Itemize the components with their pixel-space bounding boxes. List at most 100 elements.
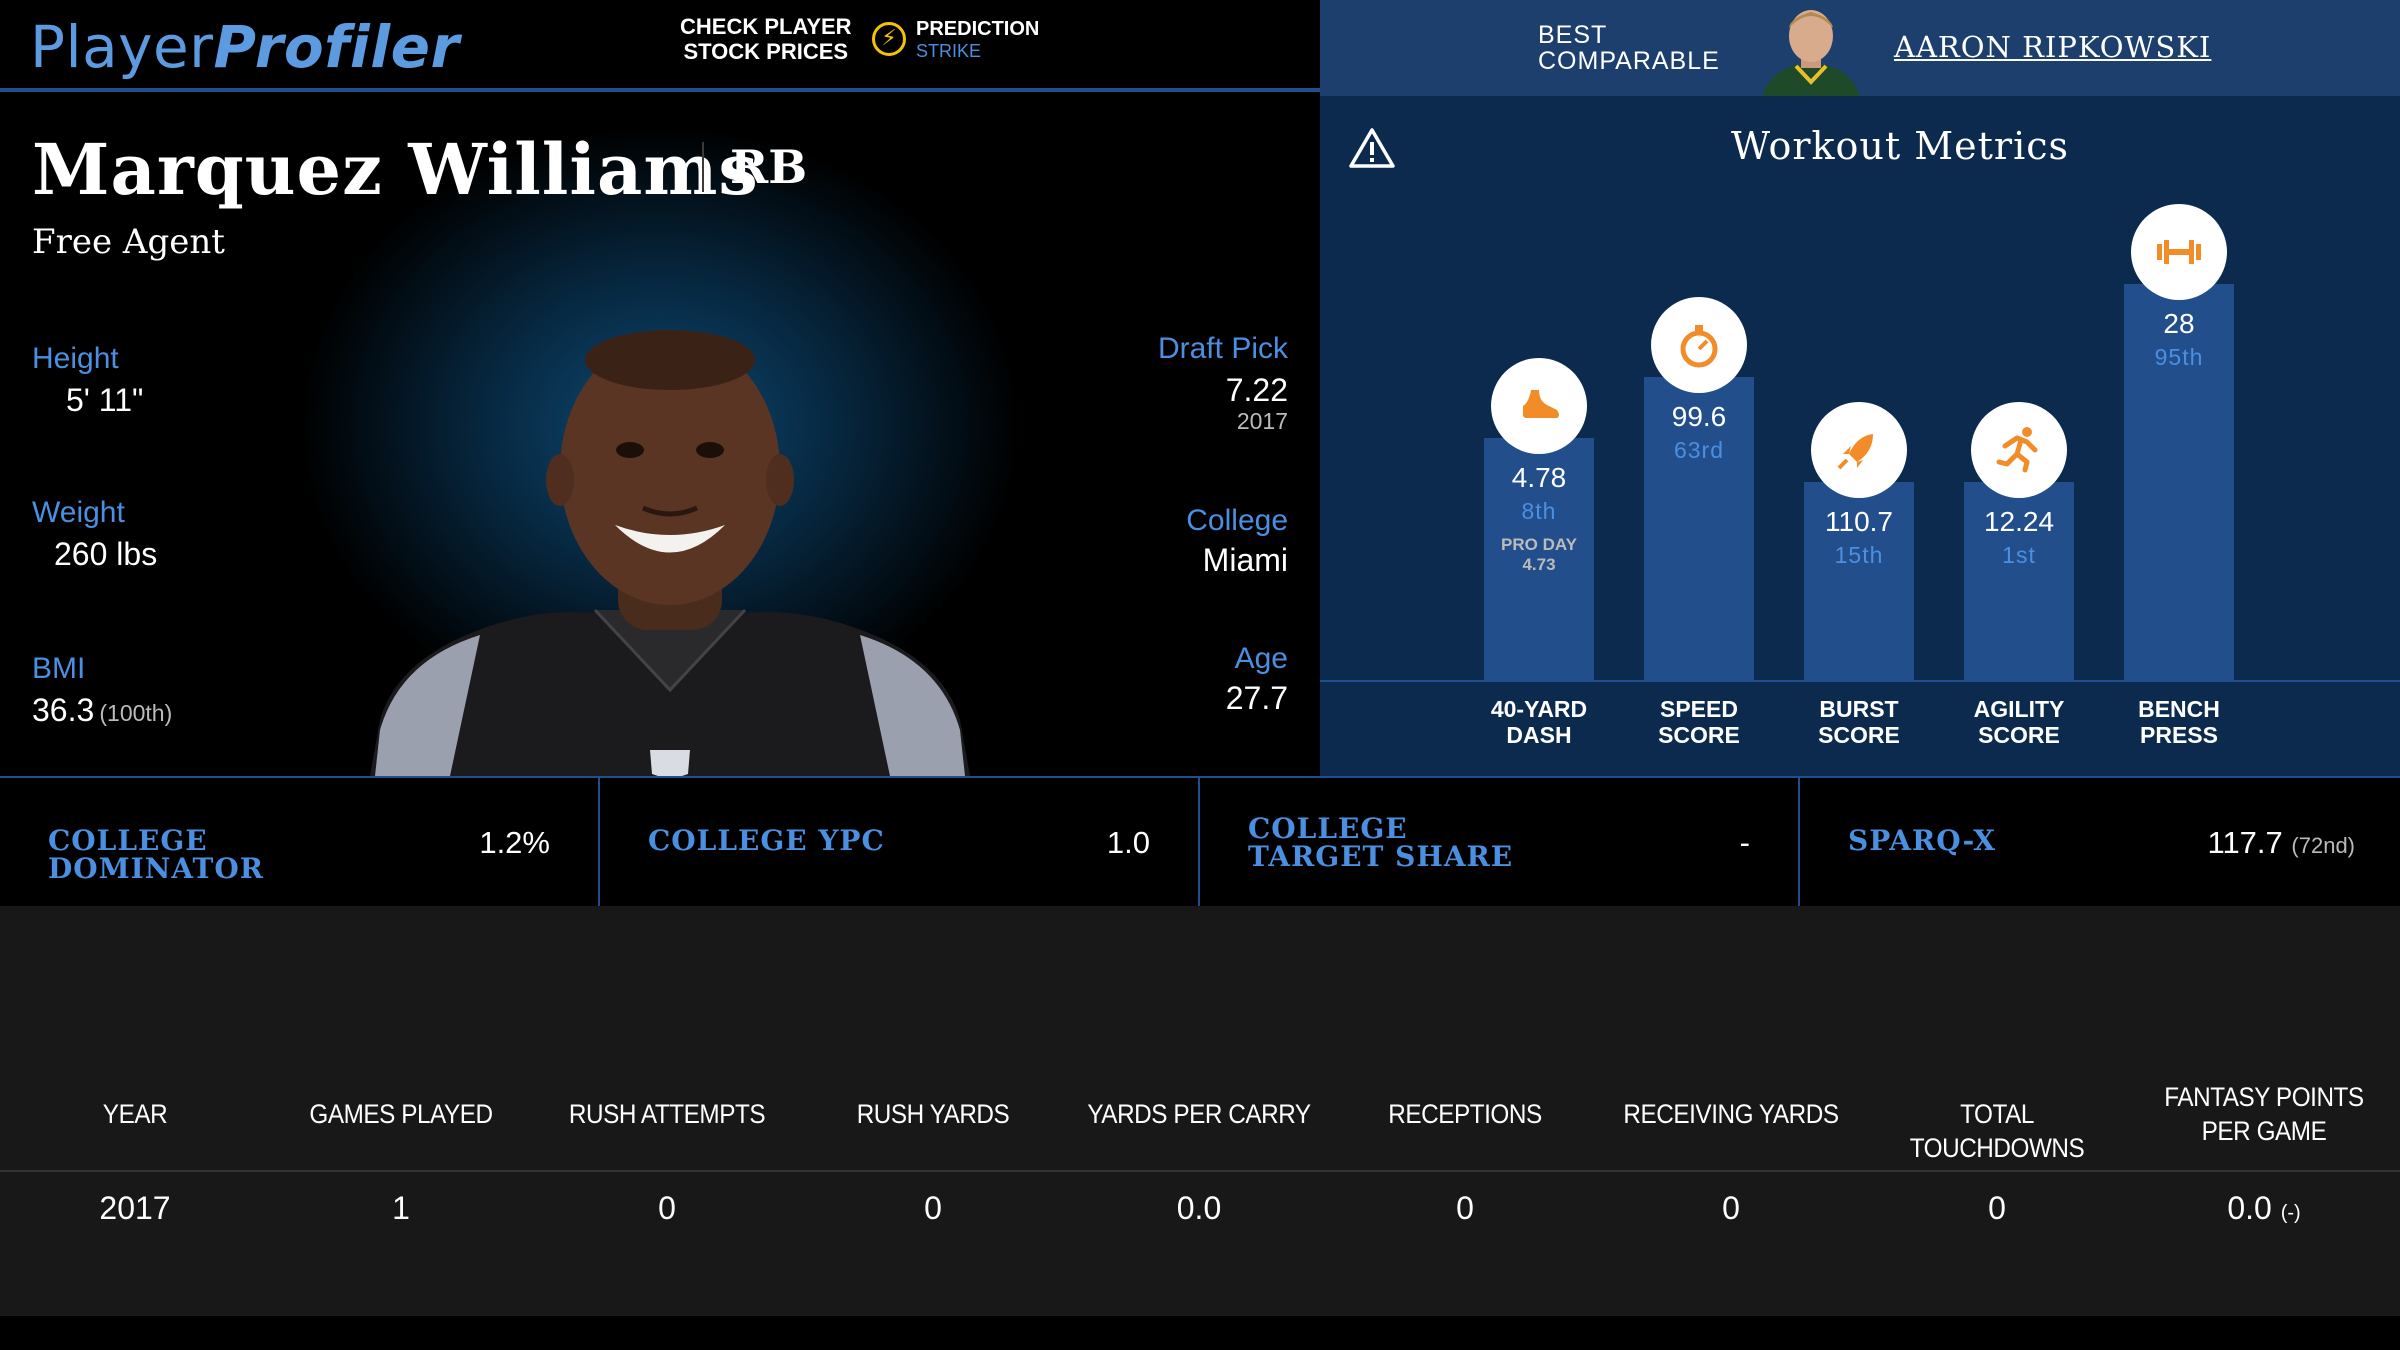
player-name: Marquez Williams: [32, 128, 759, 211]
player-photo: [360, 330, 980, 780]
metric-value: 4.78: [1511, 462, 1567, 493]
metric-label: AGILITY SCORE: [1939, 696, 2099, 748]
workout-bar: 4.78 8th PRO DAY 4.73: [1484, 438, 1594, 680]
column-header[interactable]: RECEPTIONS: [1388, 1099, 1542, 1129]
pro-day-value: 4.73: [1522, 555, 1556, 574]
name-divider: [702, 142, 704, 192]
chart-baseline: [1320, 680, 2400, 682]
weight-value: 260 lbs: [54, 536, 158, 572]
metric-label-line-1: BENCH: [2138, 696, 2220, 722]
metric-label-line-1: 40-YARD: [1490, 696, 1588, 722]
stats-table: [0, 906, 2400, 1316]
draft-pick-label: Draft Pick: [1157, 332, 1288, 365]
metric-label: BENCH PRESS: [2099, 696, 2259, 748]
table-cell: 0: [1867, 1190, 2127, 1227]
warning-icon[interactable]: [1348, 126, 1396, 170]
bmi-label: BMI: [32, 652, 86, 685]
age-value: 27.7: [1225, 680, 1288, 716]
bmi-rank: (100th): [99, 700, 173, 726]
workout-bar: 28 95th: [2124, 284, 2234, 680]
comparable-player-link[interactable]: AARON RIPKOWSKI: [1894, 30, 2212, 64]
promo-line-1: CHECK PLAYER: [680, 14, 852, 39]
table-cell: 0.0: [1069, 1190, 1329, 1227]
cell-value: 0: [1456, 1190, 1474, 1226]
cell-value: 2017: [99, 1190, 171, 1226]
column-header[interactable]: RUSH ATTEMPTS: [568, 1099, 766, 1129]
table-cell: 0.0 (-): [2134, 1190, 2394, 1227]
cell-value: 0: [924, 1190, 942, 1226]
metric-cell-value: 117.7 (72nd): [2100, 825, 2356, 861]
college-metrics-strip: [0, 776, 2400, 906]
cell-value: 0: [658, 1190, 676, 1226]
metric-percentile: 8th: [1521, 498, 1557, 524]
column-header[interactable]: YEAR: [102, 1099, 168, 1129]
column-header[interactable]: FANTASY POINTS PER GAME: [2164, 1082, 2364, 1146]
cell-value: 1: [392, 1190, 410, 1226]
metric-cell-value: -: [1500, 825, 1750, 861]
age-label: Age: [1234, 642, 1288, 675]
metric-label-line-1: AGILITY: [1973, 696, 2065, 722]
metric-cell-number: 117.7: [2207, 825, 2283, 860]
metric-percentile: 15th: [1834, 542, 1884, 568]
shoe-icon: [1491, 358, 1587, 454]
metric-label-line-2: PRESS: [2140, 722, 2218, 748]
metric-cell-label: COLLEGE YPC: [648, 824, 885, 857]
workout-bar: 99.6 63rd: [1644, 377, 1754, 680]
column-header[interactable]: TOTAL TOUCHDOWNS: [1909, 1099, 2085, 1163]
cell-rank: (-): [2280, 1202, 2301, 1224]
metric-label-line-2: SCORE: [1978, 722, 2060, 748]
metric-value: 99.6: [1671, 401, 1727, 432]
college-label: College: [1186, 504, 1288, 537]
best-comparable-label: BEST COMPARABLE: [1538, 21, 1720, 75]
pro-day-title: PRO DAY: [1501, 535, 1577, 554]
header-bar: [0, 0, 1320, 92]
metric-percentile: 1st: [2002, 542, 2036, 568]
cell-value: 0: [1988, 1190, 2006, 1226]
header-divider: [0, 1170, 2400, 1172]
prediction-strike-logo[interactable]: PREDICTION STRIKE: [916, 18, 1040, 61]
weight-label: Weight: [32, 496, 125, 529]
workout-bar: 12.24 1st: [1964, 482, 2074, 680]
metric-cell-number: 1.2%: [479, 825, 550, 860]
metric-label-line-1: BURST: [1819, 696, 1899, 722]
metric-value: 12.24: [1983, 506, 2055, 537]
cell-value: 0.0: [2227, 1190, 2272, 1226]
table-cell: 0: [537, 1190, 797, 1227]
cell-value: 0.0: [1176, 1190, 1222, 1226]
draft-pick-value: 7.22: [1225, 372, 1288, 408]
player-position: RB: [730, 140, 808, 194]
metric-label-line-2: SCORE: [1818, 722, 1900, 748]
player-team: Free Agent: [32, 222, 225, 262]
cell-value: 0: [1722, 1190, 1740, 1226]
college-value: Miami: [1202, 542, 1288, 578]
workout-bar: 110.7 15th: [1804, 482, 1914, 680]
height-label: Height: [32, 342, 119, 375]
runner-icon: [1971, 402, 2067, 498]
column-header[interactable]: RUSH YARDS: [856, 1099, 1010, 1129]
bmi-value-group: 36.3 (100th): [32, 692, 172, 729]
column-header[interactable]: RECEIVING YARDS: [1623, 1099, 1839, 1129]
column-header[interactable]: GAMES PLAYED: [309, 1099, 493, 1129]
metric-value: 28: [2163, 308, 2195, 339]
metric-cell-number: 1.0: [1106, 825, 1150, 860]
table-cell: 0: [1335, 1190, 1595, 1227]
stock-prices-promo[interactable]: CHECK PLAYER STOCK PRICES: [680, 14, 852, 64]
metric-label-line-1: SPEED: [1660, 696, 1738, 722]
table-cell: 0: [1601, 1190, 1861, 1227]
stopwatch-icon: [1651, 297, 1747, 393]
table-cell: 1: [271, 1190, 531, 1227]
column-header[interactable]: YARDS PER CARRY: [1087, 1099, 1311, 1129]
rocket-icon: [1811, 402, 1907, 498]
metric-cell: [1200, 778, 1800, 906]
comparable-avatar[interactable]: [1752, 4, 1870, 96]
metric-label-line-2: SCORE: [1658, 722, 1740, 748]
bmi-value: 36.3: [32, 692, 95, 728]
metric-label: BURST SCORE: [1779, 696, 1939, 748]
metric-cell-label: COLLEGE TARGET SHARE: [1248, 812, 1514, 873]
metric-label: 40-YARD DASH: [1459, 696, 1619, 748]
metric-percentile: 63rd: [1673, 437, 1725, 463]
metric-cell-number: -: [1739, 825, 1750, 860]
table-cell: 2017: [5, 1190, 265, 1227]
metric-cell-label: COLLEGE DOMINATOR: [48, 824, 265, 885]
site-logo[interactable]: PlayerProfiler: [30, 13, 460, 81]
